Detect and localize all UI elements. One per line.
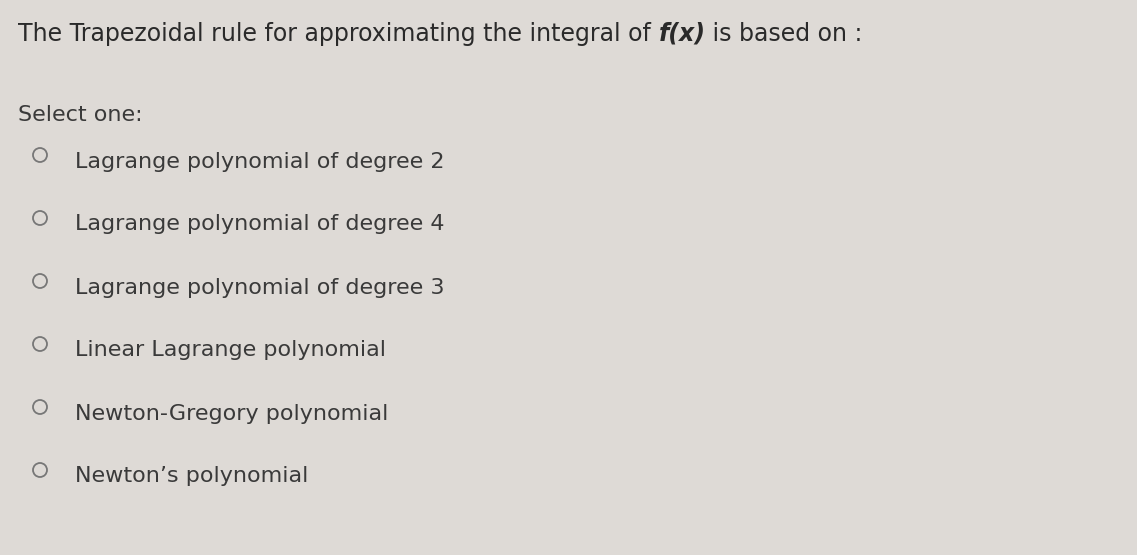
Text: is based on :: is based on : [705, 22, 863, 46]
Text: Newton-Gregory polynomial: Newton-Gregory polynomial [75, 403, 389, 423]
Text: Linear Lagrange polynomial: Linear Lagrange polynomial [75, 341, 385, 361]
Text: Lagrange polynomial of degree 4: Lagrange polynomial of degree 4 [75, 214, 445, 235]
Text: Newton’s polynomial: Newton’s polynomial [75, 467, 308, 487]
Text: Lagrange polynomial of degree 2: Lagrange polynomial of degree 2 [75, 152, 445, 171]
Text: The Trapezoidal rule for approximating the integral of: The Trapezoidal rule for approximating t… [18, 22, 658, 46]
Text: Select one:: Select one: [18, 105, 142, 125]
Text: Lagrange polynomial of degree 3: Lagrange polynomial of degree 3 [75, 278, 445, 297]
Text: f(x): f(x) [658, 22, 705, 46]
